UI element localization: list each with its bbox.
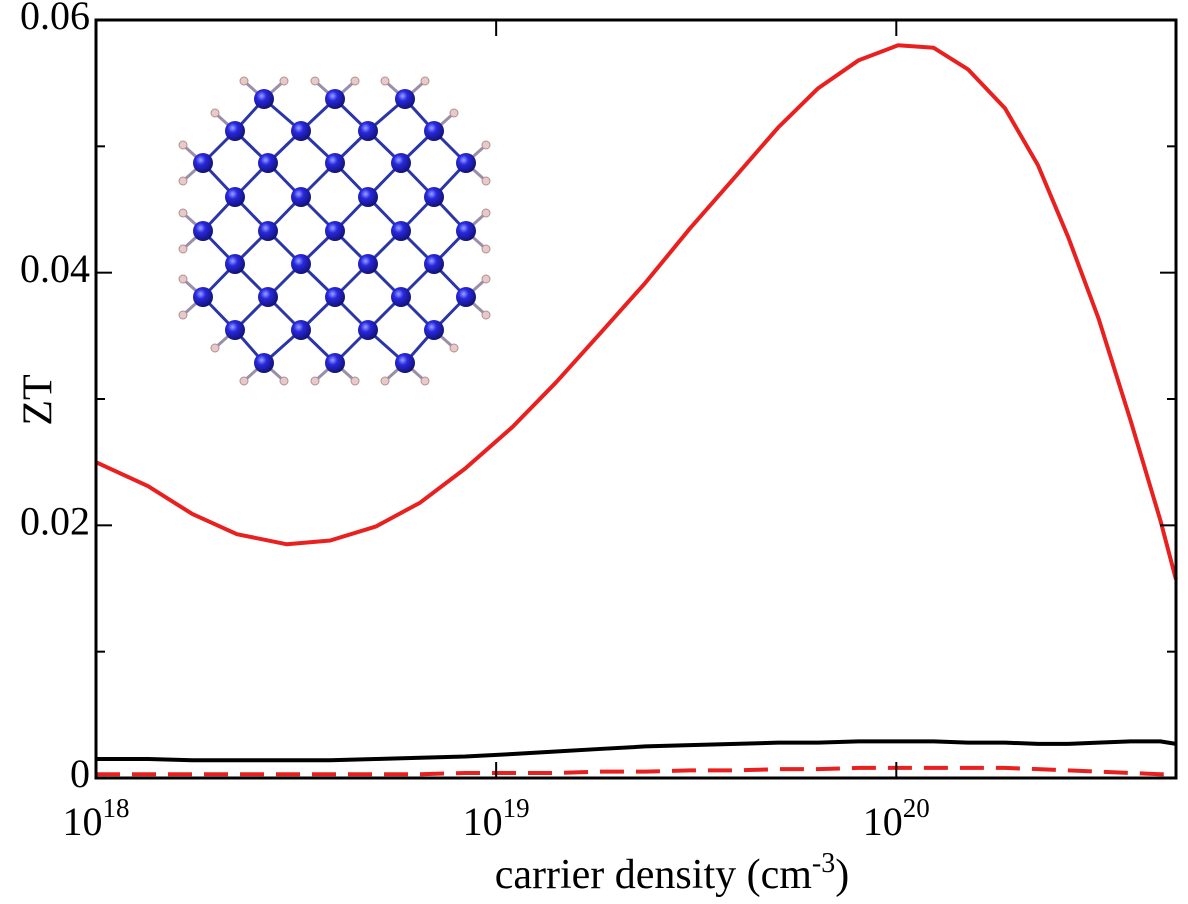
silicon-atom [456,287,476,307]
silicon-atom [325,287,345,307]
hydrogen-atom [449,343,459,353]
silicon-atom [225,121,245,141]
silicon-atom [358,320,378,340]
x-axis-label: carrier density (cm-3) [495,848,850,898]
hydrogen-atom [210,343,220,353]
hydrogen-atom [310,76,320,86]
x-label-text: carrier density (cm [495,852,813,898]
silicon-atom [391,287,411,307]
hydrogen-atom [279,376,289,386]
silicon-atom [395,89,415,109]
hydrogen-atom [178,274,188,284]
silicon-atom [358,121,378,141]
silicon-atom [225,320,245,340]
silicon-atom [225,187,245,207]
silicon-atom [254,353,274,373]
silicon-atom [258,221,278,241]
hydrogen-atom [210,108,220,118]
silicon-atom [391,153,411,173]
hydrogen-atom [279,76,289,86]
hydrogen-atom [178,244,188,254]
x-label-exponent: -3 [812,848,835,879]
hydrogen-atom [178,176,188,186]
x-tick-base: 10 [863,799,903,844]
x-tick-exponent: 19 [503,793,530,823]
silicon-atom [456,221,476,241]
silicon-atom [424,320,444,340]
plot-frame [94,18,1178,780]
silicon-atom [193,221,213,241]
silicon-atom [325,89,345,109]
x-tick-base: 10 [463,799,503,844]
silicon-atom [424,254,444,274]
y-tick-label: 0.02 [20,499,90,544]
silicon-atom [258,287,278,307]
x-label-text: ) [835,852,849,898]
silicon-atom [391,221,411,241]
silicon-atom [424,121,444,141]
silicon-atom [358,254,378,274]
hydrogen-atom [481,310,491,320]
silicon-atom [358,187,378,207]
hydrogen-atom [178,208,188,218]
hydrogen-atom [420,76,430,86]
hydrogen-atom [380,76,390,86]
hydrogen-atom [239,376,249,386]
silicon-atom [325,353,345,373]
y-axis-label: ZT [16,374,62,425]
hydrogen-atom [380,376,390,386]
silicon-atom [193,287,213,307]
silicon-atom [193,153,213,173]
silicon-atom [291,254,311,274]
hydrogen-atom [481,244,491,254]
line-series [96,765,1176,777]
line-series [96,739,1177,763]
silicon-atom [325,221,345,241]
silicon-atom [291,187,311,207]
hydrogen-atom [178,310,188,320]
x-tick-exponent: 18 [103,793,130,823]
y-tick-label: 0.04 [20,246,90,291]
hydrogen-atom [481,176,491,186]
line-series [95,43,1178,581]
hydrogen-atom [481,140,491,150]
x-tick-label: 1018 [63,793,130,844]
silicon-atom [291,320,311,340]
hydrogen-atom [481,208,491,218]
silicon-atom [254,89,274,109]
hydrogen-atom [310,376,320,386]
silicon-atom [395,353,415,373]
hydrogen-atom [350,76,360,86]
hydrogen-atom [239,76,249,86]
y-tick-label: 0.06 [20,0,90,38]
molecule-inset [178,76,491,386]
hydrogen-atom [420,376,430,386]
silicon-atom [258,153,278,173]
x-tick-label: 1020 [863,793,930,844]
silicon-atom [325,153,345,173]
silicon-atom [291,121,311,141]
x-tick-exponent: 20 [903,793,930,823]
x-tick-base: 10 [63,799,103,844]
hydrogen-atom [449,108,459,118]
y-tick-label: 0 [70,751,90,796]
hydrogen-atom [350,376,360,386]
x-tick-label: 1019 [463,793,530,844]
hydrogen-atom [481,274,491,284]
silicon-atom [456,153,476,173]
hydrogen-atom [178,140,188,150]
silicon-atom [424,187,444,207]
silicon-atom [225,254,245,274]
